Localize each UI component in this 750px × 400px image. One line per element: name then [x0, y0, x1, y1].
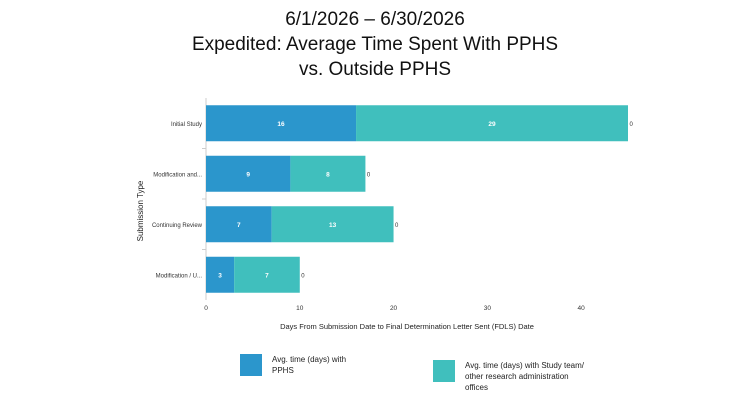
bar-end-label: 0 — [395, 223, 399, 229]
data-label: 3 — [218, 272, 222, 279]
x-tick-label: 20 — [390, 305, 398, 312]
legend-item-outside: Avg. time (days) with Study team/ other … — [433, 360, 585, 393]
x-tick-label: 0 — [204, 305, 208, 312]
data-label: 7 — [237, 222, 241, 229]
chart-title-line2: Expedited: Average Time Spent With PPHS — [191, 34, 559, 55]
bar-end-label: 0 — [301, 273, 305, 279]
bar-pphs — [206, 206, 272, 243]
data-label: 9 — [246, 171, 250, 178]
data-label: 8 — [326, 171, 330, 178]
bar-end-label: 0 — [367, 172, 371, 178]
x-axis-title: Days From Submission Date to Final Deter… — [280, 322, 534, 331]
y-tick-label: Modification and... — [153, 172, 202, 178]
y-tick-label: Modification / U... — [156, 273, 203, 279]
chart-title-line3: vs. Outside PPHS — [298, 59, 452, 80]
bar-pphs — [206, 155, 291, 192]
legend-swatch-outside — [433, 360, 455, 382]
bar-pphs — [206, 105, 357, 142]
legend-label-pphs: Avg. time (days) with PPHS — [272, 355, 347, 375]
legend-swatch-pphs — [240, 354, 262, 376]
bar-outside — [271, 206, 394, 243]
bar-pphs — [206, 256, 235, 293]
y-tick-label: Initial Study — [171, 122, 202, 128]
data-label: 7 — [265, 272, 269, 279]
x-tick-label: 30 — [484, 305, 492, 312]
y-axis-title: Submission Type — [136, 180, 145, 241]
bar-outside — [234, 256, 300, 293]
data-label: 29 — [488, 121, 496, 128]
legend-label-outside: Avg. time (days) with Study team/ other … — [465, 361, 585, 392]
chart-title-line1: 6/1/2026 – 6/30/2026 — [285, 9, 465, 30]
bar-outside — [356, 105, 628, 142]
data-label: 13 — [329, 222, 337, 229]
data-label: 16 — [277, 121, 285, 128]
bar-outside — [290, 155, 366, 192]
x-tick-label: 40 — [577, 305, 585, 312]
legend-item-pphs: Avg. time (days) with PPHS — [240, 354, 352, 376]
x-tick-label: 10 — [296, 305, 304, 312]
y-tick-label: Continuing Review — [152, 223, 203, 229]
bar-end-label: 0 — [630, 122, 634, 128]
